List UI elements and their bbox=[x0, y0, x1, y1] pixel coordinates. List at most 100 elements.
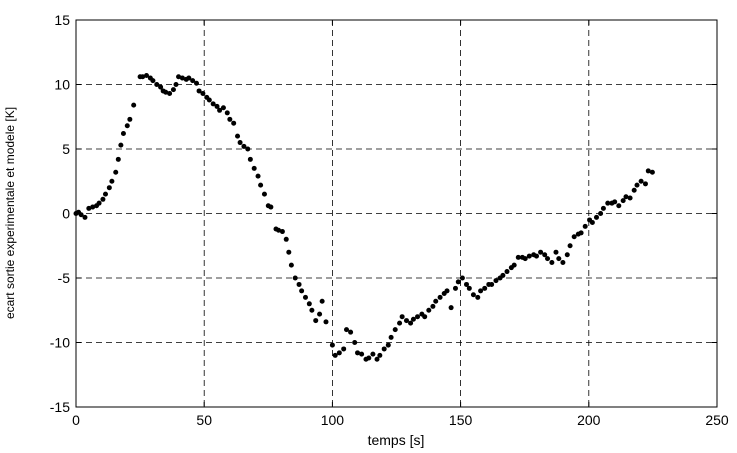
point bbox=[210, 101, 216, 107]
point bbox=[313, 318, 319, 324]
point bbox=[493, 278, 499, 284]
point bbox=[235, 133, 241, 139]
point bbox=[251, 165, 257, 171]
point bbox=[645, 168, 651, 174]
point bbox=[150, 78, 156, 84]
point bbox=[571, 234, 577, 240]
point bbox=[255, 173, 261, 179]
point bbox=[542, 252, 548, 258]
point bbox=[102, 191, 108, 197]
point bbox=[366, 355, 372, 361]
point bbox=[158, 84, 164, 90]
point bbox=[522, 256, 528, 262]
point bbox=[560, 260, 566, 266]
y-tick-label: 5 bbox=[62, 141, 70, 157]
point bbox=[217, 107, 223, 113]
point bbox=[545, 256, 551, 262]
point bbox=[296, 281, 302, 287]
point bbox=[286, 249, 292, 255]
point bbox=[299, 288, 305, 294]
point bbox=[86, 205, 92, 211]
point bbox=[567, 243, 573, 249]
point bbox=[612, 199, 618, 205]
point bbox=[261, 191, 267, 197]
point bbox=[186, 75, 192, 81]
point bbox=[397, 320, 403, 326]
point bbox=[452, 285, 458, 291]
point bbox=[173, 82, 179, 87]
point bbox=[283, 236, 289, 242]
point bbox=[306, 301, 312, 307]
point bbox=[78, 212, 84, 218]
point bbox=[336, 350, 342, 356]
point bbox=[482, 285, 488, 291]
point bbox=[323, 319, 329, 325]
point bbox=[329, 342, 335, 348]
point bbox=[605, 200, 611, 206]
point bbox=[627, 195, 633, 201]
point bbox=[403, 318, 409, 324]
point bbox=[374, 356, 380, 362]
point bbox=[224, 110, 230, 116]
point bbox=[100, 196, 106, 202]
point bbox=[96, 200, 102, 206]
point bbox=[598, 211, 604, 216]
point bbox=[475, 294, 481, 300]
point bbox=[370, 351, 376, 357]
point bbox=[196, 88, 202, 94]
point bbox=[200, 91, 206, 97]
point bbox=[638, 178, 644, 184]
x-axis-label: temps [s] bbox=[368, 432, 425, 448]
point bbox=[526, 253, 532, 259]
point bbox=[231, 120, 237, 126]
x-tick-label: 150 bbox=[449, 412, 473, 428]
point bbox=[332, 352, 338, 358]
point bbox=[410, 316, 416, 322]
point bbox=[504, 269, 510, 275]
point bbox=[190, 78, 196, 84]
point bbox=[227, 116, 233, 122]
point bbox=[352, 340, 358, 345]
point bbox=[556, 256, 562, 262]
point bbox=[631, 187, 637, 193]
point bbox=[466, 285, 472, 291]
point bbox=[214, 103, 220, 109]
point bbox=[408, 320, 414, 326]
point bbox=[642, 181, 648, 187]
point bbox=[341, 346, 347, 352]
point bbox=[268, 204, 274, 210]
point bbox=[319, 298, 325, 304]
point bbox=[422, 314, 428, 320]
x-tick-label: 0 bbox=[72, 412, 80, 428]
point bbox=[279, 229, 285, 235]
point bbox=[553, 249, 559, 255]
point bbox=[131, 102, 137, 108]
point bbox=[144, 72, 150, 78]
point bbox=[194, 80, 200, 86]
point bbox=[163, 89, 169, 95]
point bbox=[489, 281, 495, 287]
x-tick-label: 50 bbox=[196, 412, 212, 428]
point bbox=[90, 204, 96, 210]
y-tick-label: -10 bbox=[50, 335, 70, 351]
point bbox=[348, 329, 354, 335]
point bbox=[426, 307, 432, 313]
point bbox=[140, 74, 146, 80]
point bbox=[392, 327, 398, 333]
point bbox=[109, 178, 115, 184]
point bbox=[564, 252, 570, 258]
point bbox=[470, 292, 476, 298]
point bbox=[600, 205, 606, 211]
point bbox=[82, 214, 88, 220]
point bbox=[593, 214, 599, 220]
point bbox=[623, 194, 629, 200]
point bbox=[455, 279, 461, 285]
point bbox=[302, 294, 308, 300]
point bbox=[344, 327, 350, 333]
point bbox=[459, 275, 465, 281]
point bbox=[247, 156, 253, 162]
point bbox=[276, 227, 282, 233]
y-tick-label: 15 bbox=[54, 12, 70, 28]
point bbox=[649, 169, 655, 175]
point bbox=[437, 294, 443, 300]
